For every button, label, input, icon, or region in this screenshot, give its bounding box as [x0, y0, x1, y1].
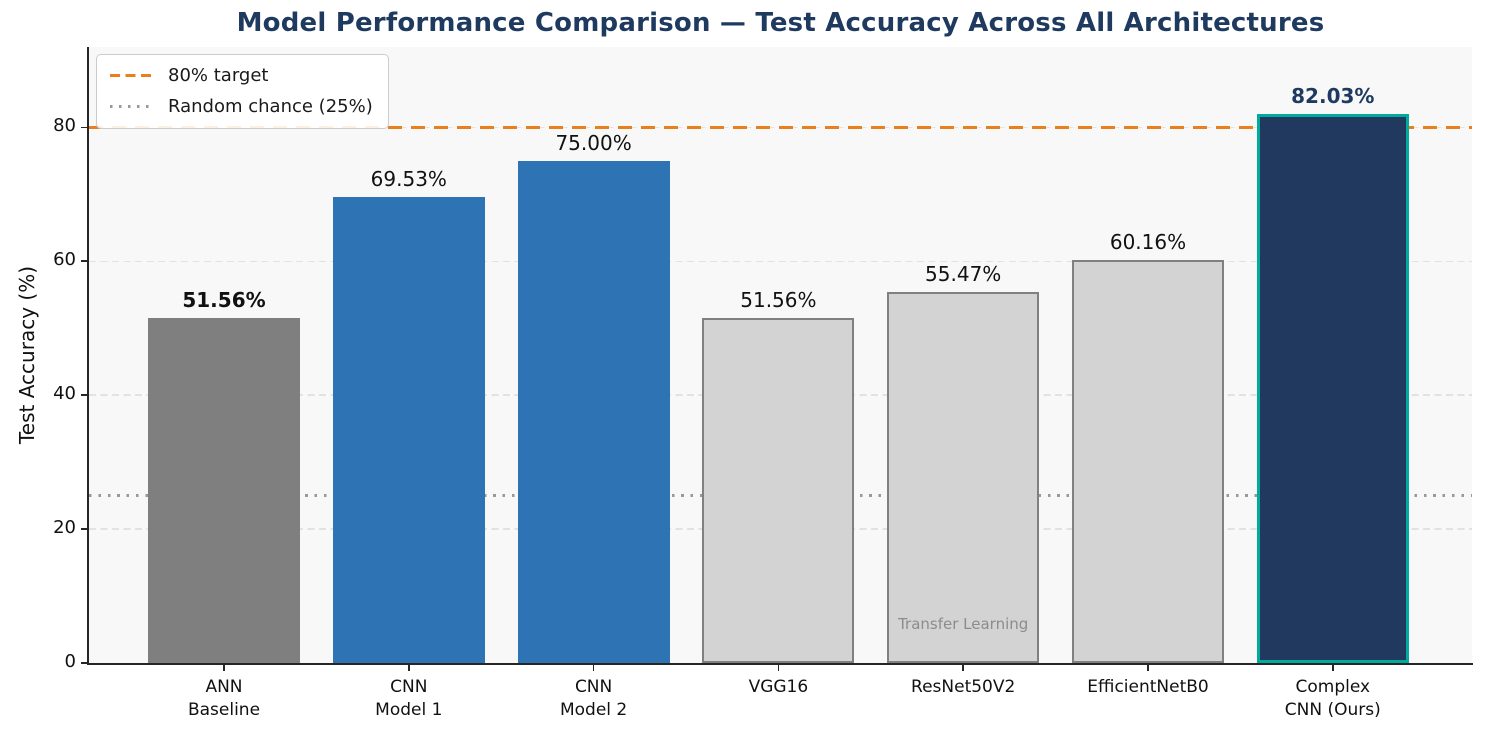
- y-tick-mark: [81, 528, 87, 530]
- y-tick-label: 80: [53, 115, 76, 137]
- x-tick-mark: [1332, 665, 1334, 671]
- legend-label: Random chance (25%): [168, 96, 373, 117]
- legend: 80% target Random chance (25%): [96, 54, 389, 129]
- x-tick-label-line: ANN: [205, 677, 243, 697]
- x-tick-mark: [223, 665, 225, 671]
- bar-value-label: 75.00%: [555, 130, 632, 155]
- bar-4: [702, 317, 855, 663]
- dotted-line-icon: [110, 105, 153, 108]
- x-tick-label: EfficientNetB0: [1048, 676, 1248, 699]
- x-tick-label-line: Model 2: [559, 700, 628, 720]
- x-tick-label: Complex CNN (Ours): [1233, 676, 1433, 722]
- legend-item-random-chance: Random chance (25%): [110, 96, 373, 117]
- x-tick-label: VGG16: [678, 676, 878, 699]
- bar-value-label: 55.47%: [925, 261, 1002, 286]
- bar-3: [517, 160, 670, 663]
- bar-5: [887, 291, 1040, 663]
- y-tick-label: 0: [64, 651, 76, 672]
- y-axis-spine: [87, 47, 89, 665]
- y-tick-mark: [81, 260, 87, 263]
- x-tick-label-line: ResNet50V2: [911, 677, 1016, 697]
- y-tick-label: 20: [53, 517, 76, 539]
- chart-title: Model Performance Comparison — Test Accu…: [236, 8, 1325, 38]
- x-tick-label-line: Model 1: [375, 700, 443, 720]
- gridline-60: [89, 260, 1472, 262]
- x-tick-label-line: CNN: [574, 677, 613, 697]
- dashed-line-icon: [110, 73, 153, 78]
- x-tick-label: CNN Model 1: [309, 676, 509, 722]
- bar-6: [1072, 260, 1224, 663]
- bar-value-label: 60.16%: [1109, 230, 1187, 255]
- transfer-learning-annotation: Transfer Learning: [898, 615, 1029, 633]
- legend-label: 80% target: [168, 65, 269, 86]
- x-tick-mark: [962, 665, 964, 671]
- bar-value-label: 51.56%: [182, 287, 266, 312]
- y-tick-label: 40: [53, 383, 76, 405]
- bar-2: [332, 197, 485, 663]
- bar-value-label: 69.53%: [370, 167, 447, 192]
- x-tick-label-line: CNN (Ours): [1284, 700, 1381, 720]
- bar-1: [148, 317, 300, 663]
- x-tick-label-line: EfficientNetB0: [1087, 677, 1209, 697]
- bar-7: [1256, 113, 1409, 663]
- x-tick-label-line: CNN: [390, 677, 428, 697]
- x-tick-mark: [592, 665, 595, 671]
- bar-value-label: 82.03%: [1291, 83, 1375, 108]
- x-tick-mark: [408, 665, 410, 671]
- bar-value-label: 51.56%: [740, 287, 817, 312]
- x-tick-label: ResNet50V2: [863, 676, 1063, 699]
- x-tick-mark: [1147, 665, 1149, 671]
- x-tick-label: ANN Baseline: [124, 676, 324, 722]
- y-axis-label: Test Accuracy (%): [15, 265, 39, 445]
- y-tick-mark: [81, 126, 87, 129]
- plot-area: 51.56% 69.53% 75.00% 51.56% 55.47% 60.16% 82.0…: [89, 47, 1472, 663]
- x-tick-label-line: Baseline: [187, 700, 261, 720]
- x-tick-label-line: VGG16: [748, 677, 809, 697]
- dashed-reference-line: [89, 125, 1472, 130]
- y-tick-mark: [81, 394, 87, 396]
- x-tick-label-line: Complex: [1295, 677, 1371, 697]
- y-tick-mark: [81, 662, 87, 664]
- x-tick-label: CNN Model 2: [494, 676, 694, 722]
- legend-item-target: 80% target: [110, 65, 373, 86]
- y-tick-label: 60: [53, 249, 76, 271]
- x-axis-spine: [87, 663, 1473, 665]
- x-tick-mark: [777, 665, 780, 671]
